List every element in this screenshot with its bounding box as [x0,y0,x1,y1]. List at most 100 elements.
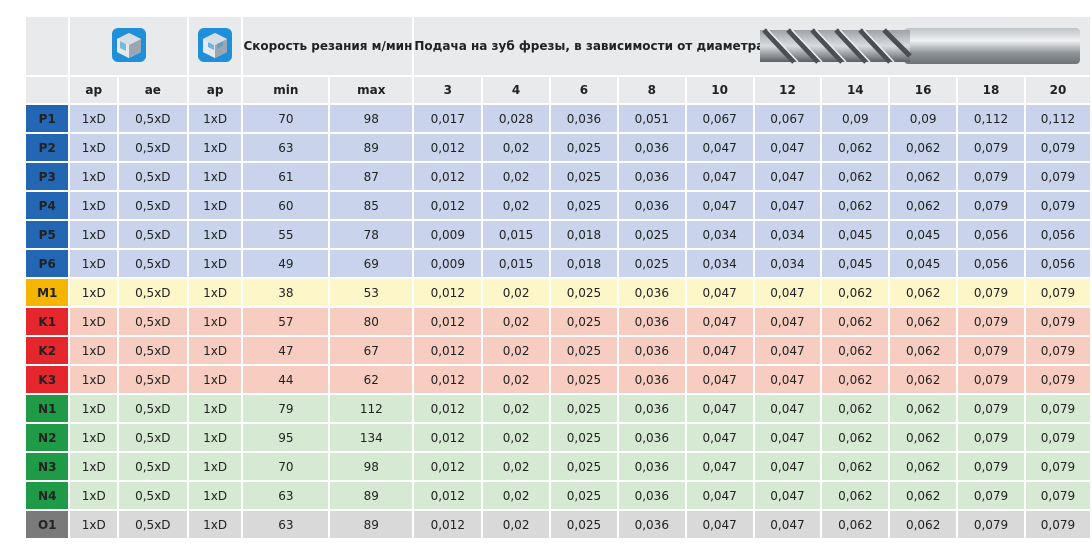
ap2-cell: 1xD [188,337,242,364]
feed-cell: 0,025 [551,163,617,190]
ap-cell: 1xD [70,105,117,132]
speed-min-cell: 63 [243,134,329,161]
feed-cell: 0,079 [1025,424,1090,451]
feed-cell: 0,047 [754,453,821,480]
feed-cell: 0,047 [686,424,753,451]
feed-cell: 0,079 [958,482,1024,509]
speed-max-cell: 89 [330,134,413,161]
feed-cell: 0,047 [754,192,821,219]
ap-cell: 1xD [70,221,117,248]
feed-cell: 0,025 [551,482,617,509]
feed-cell: 0,051 [618,105,685,132]
ap2-cell: 1xD [188,250,242,277]
feed-cell: 0,036 [618,424,685,451]
material-label: O1 [26,511,69,538]
feed-cell: 0,047 [754,511,821,538]
speed-min-cell: 70 [243,453,329,480]
feed-cell: 0,047 [686,482,753,509]
feed-cell: 0,09 [890,105,957,132]
feed-cell: 0,047 [686,395,753,422]
feed-cell: 0,025 [551,366,617,393]
feed-cell: 0,062 [822,511,889,538]
feed-cell: 0,009 [414,250,482,277]
ap2-cell: 1xD [188,221,242,248]
ap-cell: 1xD [70,192,117,219]
ap2-cell: 1xD [188,366,242,393]
subheader-d6: 6 [551,77,617,103]
ae-cell: 0,5xD [118,192,187,219]
ap2-cell: 1xD [188,105,242,132]
ap-cell: 1xD [70,453,117,480]
speed-min-cell: 61 [243,163,329,190]
table-row: P2 1xD 0,5xD 1xD 63 89 0,012 0,02 0,025 0,036 0,04… [26,134,1090,161]
feed-cell: 0,025 [618,250,685,277]
ae-cell: 0,5xD [118,163,187,190]
speed-max-cell: 53 [330,279,413,306]
table-row: M1 1xD 0,5xD 1xD 38 53 0,012 0,02 0,025 0,036 0,04… [26,279,1090,306]
block-pocket-icon [198,27,233,65]
feed-cell: 0,079 [958,308,1024,335]
block-slot-icon [111,27,146,65]
ap2-cell: 1xD [188,192,242,219]
feed-cell: 0,012 [414,366,482,393]
table-row: N3 1xD 0,5xD 1xD 70 98 0,012 0,02 0,025 0,036 0,04… [26,453,1090,480]
ae-cell: 0,5xD [118,424,187,451]
feed-cell: 0,067 [754,105,821,132]
speed-min-cell: 95 [243,424,329,451]
material-label: M1 [26,279,69,306]
ap-cell: 1xD [70,424,117,451]
speed-min-cell: 57 [243,308,329,335]
feed-cell: 0,079 [1025,279,1090,306]
ap2-cell: 1xD [188,308,242,335]
feed-cell: 0,02 [483,453,550,480]
ap-cell: 1xD [70,163,117,190]
material-label: P2 [26,134,69,161]
feed-cell: 0,062 [890,453,957,480]
feed-cell: 0,02 [483,424,550,451]
material-label: N4 [26,482,69,509]
feed-cell: 0,047 [754,163,821,190]
feed-cell: 0,036 [618,192,685,219]
ae-cell: 0,5xD [118,134,187,161]
feed-cell: 0,062 [822,134,889,161]
feed-cell: 0,012 [414,308,482,335]
feed-cell: 0,062 [890,366,957,393]
ap-cell: 1xD [70,279,117,306]
feed-cell: 0,062 [890,192,957,219]
material-label: K3 [26,366,69,393]
feed-cell: 0,012 [414,424,482,451]
speed-max-cell: 89 [330,482,413,509]
feed-cell: 0,079 [958,279,1024,306]
feed-cell: 0,017 [414,105,482,132]
subheader-corner-cell [26,77,69,103]
ae-cell: 0,5xD [118,482,187,509]
feed-cell: 0,079 [1025,482,1090,509]
ap-cell: 1xD [70,511,117,538]
material-label: P3 [26,163,69,190]
feed-cell: 0,036 [618,453,685,480]
table-row: P3 1xD 0,5xD 1xD 61 87 0,012 0,02 0,025 0,036 0,04… [26,163,1090,190]
feed-cell: 0,034 [686,221,753,248]
feed-cell: 0,025 [551,308,617,335]
speed-max-cell: 62 [330,366,413,393]
feed-cell: 0,018 [551,250,617,277]
ap2-cell: 1xD [188,482,242,509]
speed-min-cell: 63 [243,482,329,509]
feed-cell: 0,036 [618,395,685,422]
feed-cell: 0,047 [686,366,753,393]
table-row: K1 1xD 0,5xD 1xD 57 80 0,012 0,02 0,025 0,036 0,04… [26,308,1090,335]
feed-cell: 0,02 [483,482,550,509]
subheader-d4: 4 [483,77,550,103]
feed-cell: 0,02 [483,308,550,335]
material-label: N1 [26,395,69,422]
ae-cell: 0,5xD [118,395,187,422]
feed-cell: 0,02 [483,366,550,393]
ap2-cell: 1xD [188,424,242,451]
speed-min-cell: 38 [243,279,329,306]
material-label: N2 [26,424,69,451]
ae-cell: 0,5xD [118,105,187,132]
feed-cell: 0,047 [686,308,753,335]
speed-min-cell: 49 [243,250,329,277]
ap-cell: 1xD [70,308,117,335]
feed-cell: 0,079 [958,511,1024,538]
